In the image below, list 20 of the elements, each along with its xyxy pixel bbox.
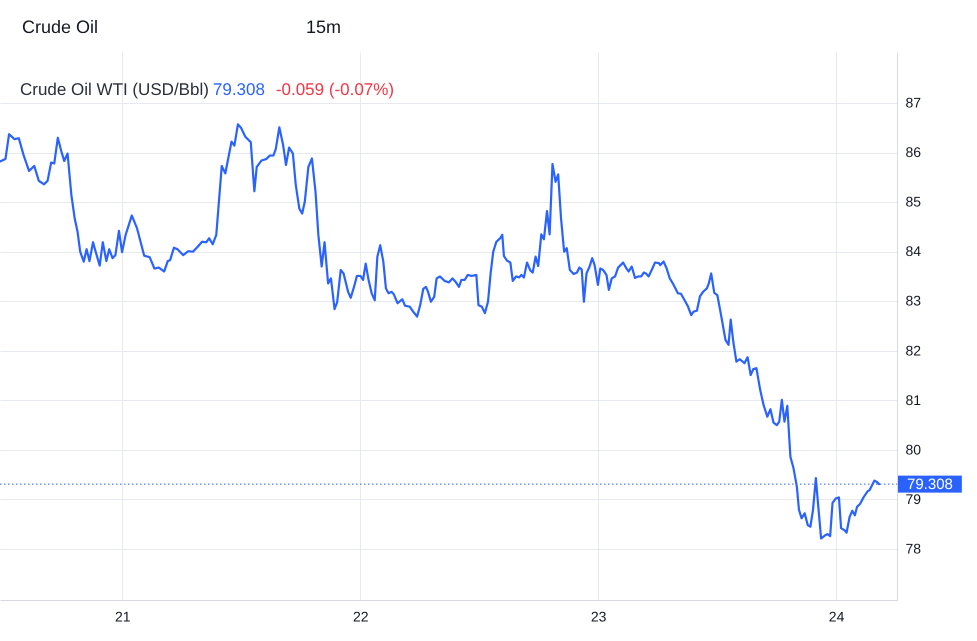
ref-line-label: 79.308 bbox=[906, 476, 953, 494]
y-tick-label: 78 bbox=[906, 540, 922, 556]
y-tick-label: 83 bbox=[906, 292, 922, 309]
x-tick-label: 23 bbox=[590, 608, 607, 624]
text: Crude Oil WTI (USD/Bbl) bbox=[20, 80, 209, 99]
annotation: 79.308 bbox=[212, 80, 265, 99]
y-tick-label: 81 bbox=[906, 392, 922, 408]
y-tick-label: 86 bbox=[906, 144, 922, 160]
x-tick-label: 21 bbox=[115, 608, 131, 624]
y-tick-label: 85 bbox=[906, 194, 922, 210]
y-tick-label: 80 bbox=[906, 441, 922, 458]
y-tick-label: 84 bbox=[906, 243, 922, 260]
y-tick-label: 87 bbox=[906, 94, 922, 111]
text: 15m bbox=[306, 17, 342, 37]
y-tick-label: 79 bbox=[906, 490, 922, 507]
x-tick-label: 22 bbox=[352, 608, 369, 624]
x-tick-label: 24 bbox=[828, 608, 845, 624]
text: Crude Oil bbox=[22, 17, 98, 37]
annotation: -0.059 (-0.07%) bbox=[276, 80, 394, 99]
y-tick-label: 82 bbox=[906, 342, 922, 358]
